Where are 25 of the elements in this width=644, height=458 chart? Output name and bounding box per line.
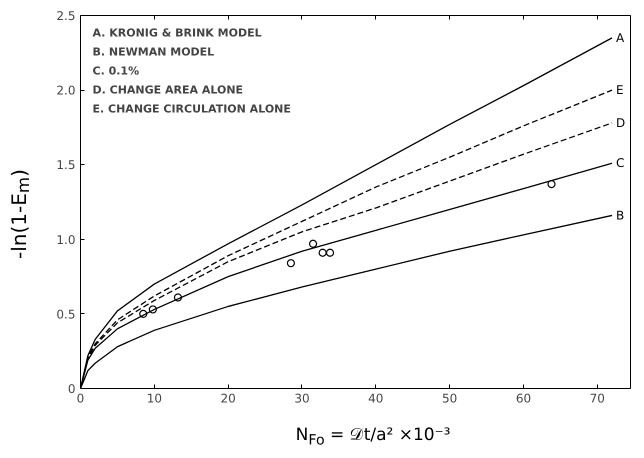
x-tick-label: 40 xyxy=(368,392,384,406)
series-label: D xyxy=(616,116,626,130)
annotation: C. 0.1% xyxy=(92,64,140,78)
x-tick-label: 0 xyxy=(76,392,84,406)
x-tick-label: 30 xyxy=(294,392,310,406)
annotation: B. NEWMAN MODEL xyxy=(92,46,214,58)
y-tick-label: 0.5 xyxy=(56,307,76,322)
series-label: A xyxy=(616,30,626,45)
y-tick-label: 0 xyxy=(68,382,76,396)
y-tick-label: 1.0 xyxy=(56,232,76,247)
y-tick-label: 2.5 xyxy=(56,9,76,23)
y-tick-label: 1.5 xyxy=(56,158,76,172)
x-tick-label: 50 xyxy=(442,392,458,406)
annotation: A. KRONIG & BRINK MODEL xyxy=(92,26,262,40)
x-tick-label: 10 xyxy=(146,392,162,406)
x-tick-label: 70 xyxy=(590,392,605,406)
annotation: E. CHANGE CIRCULATION ALONE xyxy=(92,102,291,116)
annotation: D. CHANGE AREA ALONE xyxy=(92,84,244,96)
series-label: B xyxy=(616,208,624,222)
series-label: C xyxy=(616,156,624,170)
x-axis-title: N$_{Fo}$ = 𝒟t/a² ×10⁻³ xyxy=(296,424,450,450)
series-label: E xyxy=(616,83,624,98)
y-tick-label: 2.0 xyxy=(56,84,76,98)
x-tick-label: 60 xyxy=(516,392,532,406)
x-tick-label: 20 xyxy=(220,392,236,406)
